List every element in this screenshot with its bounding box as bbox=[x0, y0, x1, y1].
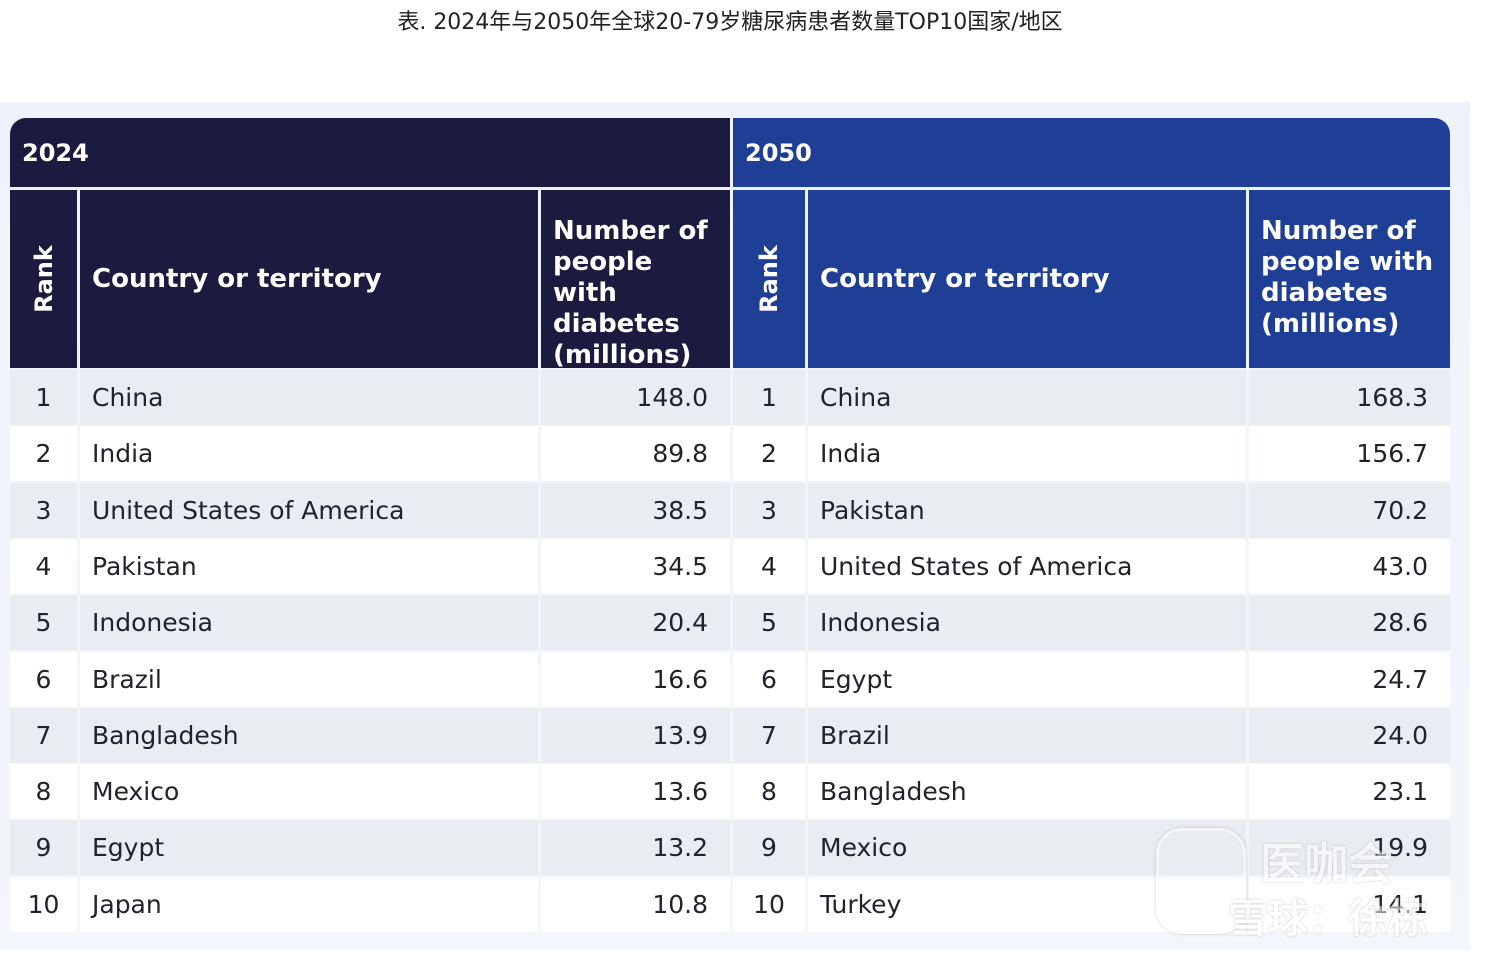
rank-cell: 10 bbox=[733, 877, 805, 932]
country-cell: Turkey bbox=[808, 877, 1246, 932]
value-cell: 19.9 bbox=[1249, 820, 1450, 875]
country-cell: Brazil bbox=[80, 652, 538, 707]
rank-cell: 3 bbox=[733, 483, 805, 538]
country-cell: Indonesia bbox=[80, 595, 538, 650]
value-cell: 89.8 bbox=[541, 426, 730, 481]
value-cell: 13.6 bbox=[541, 764, 730, 819]
value-cell: 23.1 bbox=[1249, 764, 1450, 819]
country-cell: Mexico bbox=[808, 820, 1246, 875]
value-cell: 13.9 bbox=[541, 708, 730, 763]
country-cell: Pakistan bbox=[80, 539, 538, 594]
country-cell: Indonesia bbox=[808, 595, 1246, 650]
country-cell: India bbox=[80, 426, 538, 481]
rank-cell: 8 bbox=[733, 764, 805, 819]
number-header: Number of people with diabetes (millions… bbox=[1249, 190, 1450, 368]
country-cell: Bangladesh bbox=[808, 764, 1246, 819]
value-cell: 70.2 bbox=[1249, 483, 1450, 538]
country-cell: United States of America bbox=[80, 483, 538, 538]
value-cell: 10.8 bbox=[541, 877, 730, 932]
table-2024: 2024 Rank Country or territory Number of… bbox=[10, 118, 730, 932]
value-cell: 148.0 bbox=[541, 370, 730, 425]
country-cell: China bbox=[808, 370, 1246, 425]
rank-cell: 7 bbox=[10, 708, 77, 763]
value-cell: 43.0 bbox=[1249, 539, 1450, 594]
rank-header: Rank bbox=[733, 190, 805, 368]
rank-cell: 1 bbox=[733, 370, 805, 425]
rank-header-label: Rank bbox=[755, 245, 783, 313]
value-cell: 13.2 bbox=[541, 820, 730, 875]
value-cell: 20.4 bbox=[541, 595, 730, 650]
rank-header: Rank bbox=[10, 190, 77, 368]
rank-cell: 5 bbox=[10, 595, 77, 650]
value-cell: 16.6 bbox=[541, 652, 730, 707]
rank-cell: 10 bbox=[10, 877, 77, 932]
value-cell: 24.7 bbox=[1249, 652, 1450, 707]
rank-cell: 2 bbox=[10, 426, 77, 481]
rank-cell: 3 bbox=[10, 483, 77, 538]
rank-cell: 8 bbox=[10, 764, 77, 819]
rank-header-label: Rank bbox=[29, 245, 58, 313]
country-header: Country or territory bbox=[80, 190, 538, 368]
year-header-2050: 2050 bbox=[733, 118, 1450, 187]
value-cell: 28.6 bbox=[1249, 595, 1450, 650]
country-cell: Pakistan bbox=[808, 483, 1246, 538]
rank-cell: 6 bbox=[10, 652, 77, 707]
country-cell: United States of America bbox=[808, 539, 1246, 594]
number-header: Number of people with diabetes (millions… bbox=[541, 190, 730, 370]
rank-cell: 9 bbox=[10, 820, 77, 875]
rank-cell: 6 bbox=[733, 652, 805, 707]
country-cell: Mexico bbox=[80, 764, 538, 819]
country-cell: India bbox=[808, 426, 1246, 481]
value-cell: 34.5 bbox=[541, 539, 730, 594]
rank-cell: 2 bbox=[733, 426, 805, 481]
value-cell: 24.0 bbox=[1249, 708, 1450, 763]
value-cell: 38.5 bbox=[541, 483, 730, 538]
country-cell: China bbox=[80, 370, 538, 425]
year-header-2024: 2024 bbox=[10, 118, 730, 187]
country-cell: Japan bbox=[80, 877, 538, 932]
country-cell: Bangladesh bbox=[80, 708, 538, 763]
country-cell: Egypt bbox=[80, 820, 538, 875]
value-cell: 168.3 bbox=[1249, 370, 1450, 425]
country-cell: Brazil bbox=[808, 708, 1246, 763]
rank-cell: 4 bbox=[10, 539, 77, 594]
rank-cell: 5 bbox=[733, 595, 805, 650]
value-cell: 14.1 bbox=[1249, 877, 1450, 932]
country-cell: Egypt bbox=[808, 652, 1246, 707]
rank-cell: 1 bbox=[10, 370, 77, 425]
value-cell: 156.7 bbox=[1249, 426, 1450, 481]
rank-cell: 4 bbox=[733, 539, 805, 594]
country-header: Country or territory bbox=[808, 190, 1246, 368]
table-2050: 2050 Rank Country or territory Number of… bbox=[733, 118, 1450, 932]
rank-cell: 9 bbox=[733, 820, 805, 875]
rank-cell: 7 bbox=[733, 708, 805, 763]
table-caption: 表. 2024年与2050年全球20-79岁糖尿病患者数量TOP10国家/地区 bbox=[397, 10, 1063, 35]
